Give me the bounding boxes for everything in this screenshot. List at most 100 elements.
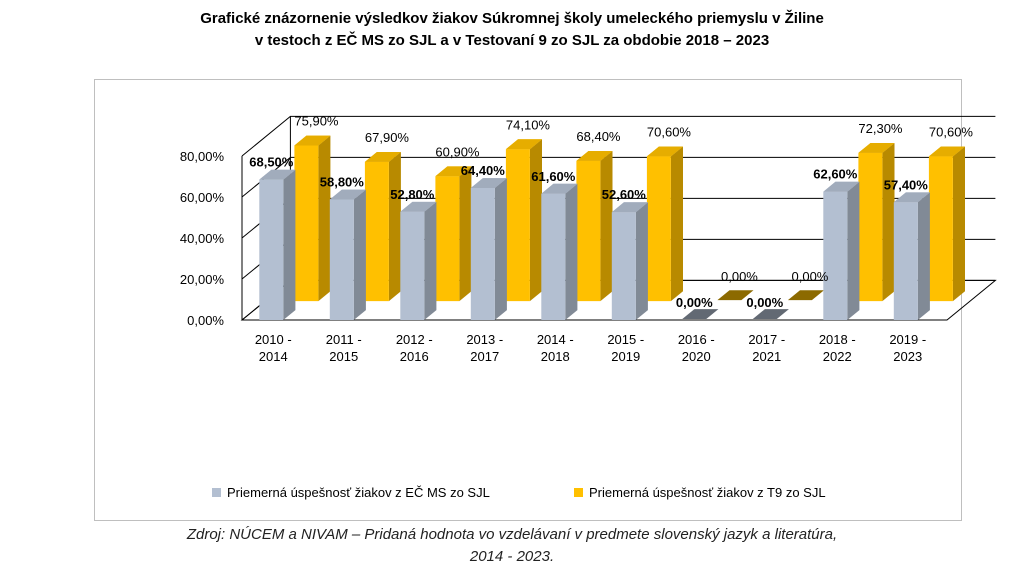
bar-side — [847, 181, 860, 320]
bar-side — [459, 166, 472, 302]
bar-side — [917, 192, 930, 320]
legend-label-series2: Priemerná úspešnosť žiakov z T9 zo SJL — [589, 485, 826, 500]
bar-series1 — [611, 202, 648, 320]
bar-top — [717, 290, 754, 301]
x-tick-label: 2015 - 2019 — [607, 332, 644, 364]
bar-front — [400, 211, 425, 320]
y-tick-label: 0,00% — [187, 313, 224, 328]
bar-top-face — [435, 166, 472, 177]
data-label-series2: 60,90% — [435, 144, 480, 159]
chart-data-labels: 75,90% 68,50% 67,90% 58,80% 60,90% 52,80% 74,1… — [249, 114, 973, 310]
x-tick-label-line: 2018 - — [819, 332, 856, 347]
source-note: Zdroj: NÚCEM a NIVAM – Pridaná hodnota v… — [0, 524, 1024, 568]
bar-top-face — [928, 146, 965, 157]
x-tick-label-line: 2016 — [400, 349, 429, 364]
bar-top-face — [329, 189, 366, 200]
bar-series2 — [928, 146, 965, 302]
y-tick-label: 40,00% — [180, 231, 225, 246]
data-label-series2: 75,90% — [294, 114, 339, 129]
bar-series2 — [294, 135, 331, 302]
bar-top-face — [470, 178, 507, 188]
bar-series2 — [435, 166, 472, 302]
bar-top-face — [505, 139, 542, 150]
bar-front — [893, 202, 918, 320]
bar-top-face — [541, 183, 578, 194]
bar-top — [787, 290, 824, 301]
x-tick-label-line: 2013 - — [466, 332, 503, 347]
bar-side — [353, 189, 366, 320]
data-label-series2: 0,00% — [792, 269, 829, 284]
data-label-series1: 0,00% — [676, 295, 713, 310]
x-tick-label-line: 2017 - — [748, 332, 785, 347]
bar-top — [682, 309, 719, 319]
chart-title: Grafické znázornenie výsledkov žiakov Sú… — [0, 8, 1024, 52]
data-label-series2: 68,40% — [576, 129, 621, 144]
bar-series1 — [329, 189, 366, 320]
bar-side — [952, 146, 965, 302]
bar-side — [424, 201, 437, 320]
bar-top-face — [259, 169, 296, 180]
data-label-series1: 61,60% — [531, 169, 576, 184]
x-tick-label: 2010 - 2014 — [255, 332, 292, 364]
data-label-series1: 57,40% — [884, 177, 929, 192]
bar-front — [364, 161, 389, 302]
data-label-series1: 64,40% — [461, 163, 506, 178]
chart-axes: 2010 - 2014 2011 - 2015 2012 - 2016 2013 - 2017… — [255, 332, 926, 364]
x-tick-label: 2019 - 2023 — [889, 332, 926, 364]
bar-side — [670, 146, 683, 302]
bar-side — [529, 139, 542, 302]
data-label-series2: 0,00% — [721, 269, 758, 284]
x-tick-label-line: 2019 — [611, 349, 640, 364]
bar-series2 — [646, 146, 683, 302]
bar-top-face — [364, 152, 401, 162]
bar-series2 — [717, 290, 754, 301]
x-tick-label-line: 2011 - — [326, 332, 362, 347]
bar-front — [470, 188, 495, 320]
bar-top — [752, 309, 789, 319]
chart-bars — [259, 135, 965, 320]
y-tick-label: 80,00% — [180, 149, 225, 164]
bar-top-face — [646, 146, 683, 157]
bar-top-face — [858, 143, 895, 153]
bar-side — [635, 202, 648, 320]
x-tick-label-line: 2016 - — [678, 332, 715, 347]
bar-side — [565, 183, 578, 320]
bar-series2 — [505, 139, 542, 302]
bar-front — [858, 152, 883, 302]
bar-top-face — [893, 192, 930, 203]
bar-series1 — [259, 169, 296, 320]
bar-series2 — [364, 152, 401, 302]
x-tick-label: 2016 - 2020 — [678, 332, 715, 364]
bar-side — [494, 178, 507, 320]
data-label-series2: 74,10% — [506, 117, 551, 132]
bar-top-face — [576, 151, 613, 161]
data-label-series1: 68,50% — [249, 155, 294, 170]
bar-front — [435, 176, 460, 302]
y-tick-label: 20,00% — [180, 272, 225, 287]
bar-front — [505, 149, 530, 302]
x-tick-label: 2011 - 2015 — [326, 332, 362, 364]
bar-series2 — [858, 143, 895, 302]
x-tick-label-line: 2010 - — [255, 332, 292, 347]
bar-front — [928, 156, 953, 302]
bar-series1 — [752, 309, 789, 319]
source-line1: Zdroj: NÚCEM a NIVAM – Pridaná hodnota v… — [186, 526, 838, 543]
bar-series1 — [893, 192, 930, 320]
bar-series1 — [541, 183, 578, 320]
x-tick-label-line: 2018 — [541, 349, 570, 364]
bar-front — [294, 145, 319, 302]
bar-top-face — [400, 201, 437, 212]
bar-series1 — [682, 309, 719, 319]
bar-front — [646, 156, 671, 302]
x-tick-label-line: 2015 - — [607, 332, 644, 347]
x-tick-label-line: 2015 — [329, 349, 358, 364]
data-label-series1: 0,00% — [746, 295, 783, 310]
bar-series1 — [470, 178, 507, 320]
x-tick-label-line: 2021 — [752, 349, 781, 364]
bar-side — [600, 151, 613, 302]
bar-front — [329, 199, 354, 320]
x-tick-label-line: 2023 — [893, 349, 922, 364]
legend-swatch-series1 — [212, 488, 221, 497]
x-tick-label: 2013 - 2017 — [466, 332, 503, 364]
